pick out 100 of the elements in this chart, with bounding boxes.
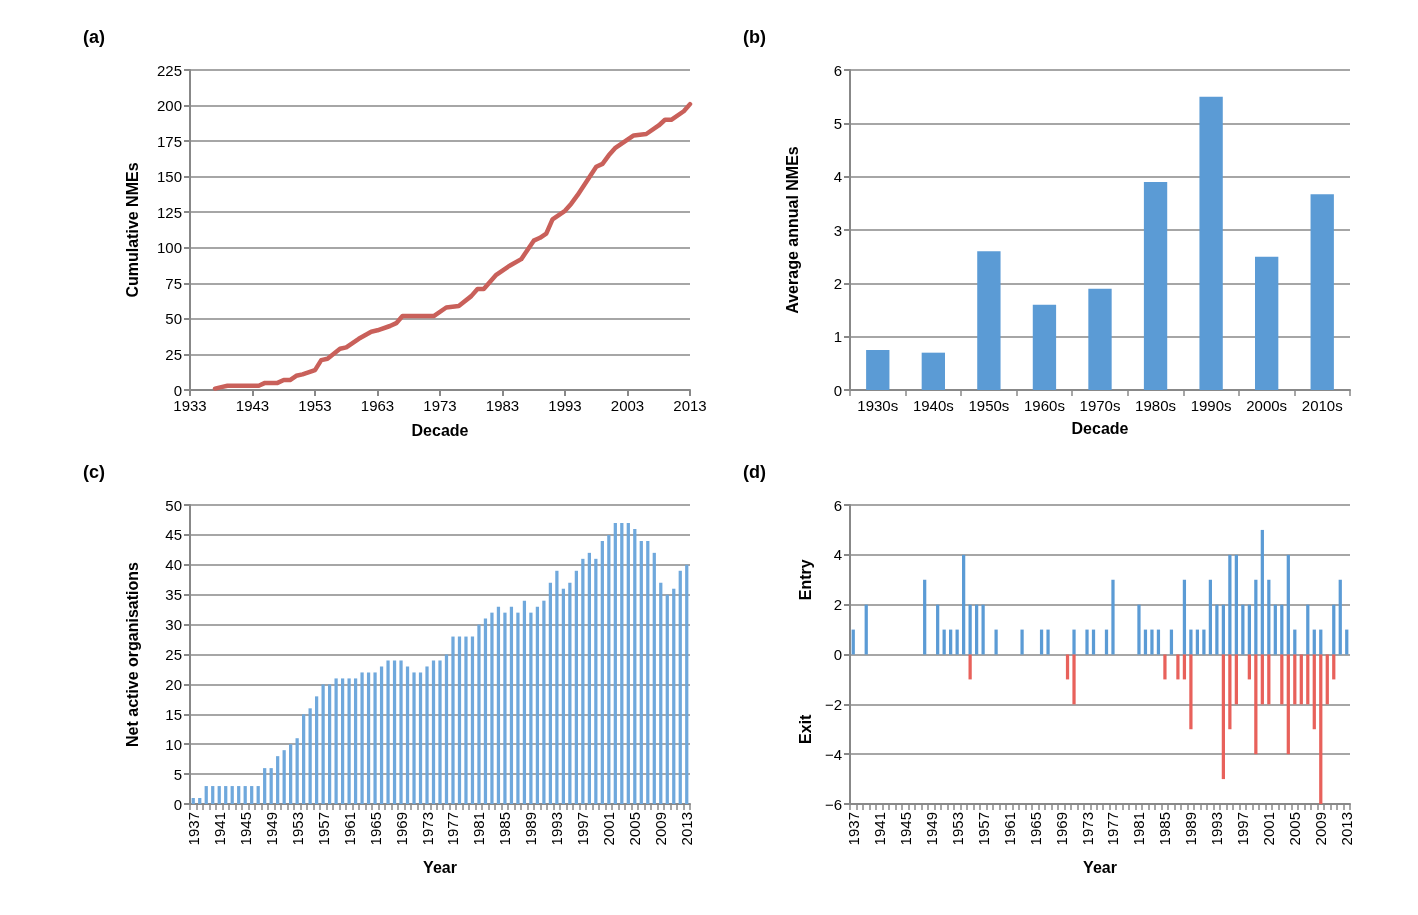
y-axis-title: Cumulative NMEs	[123, 162, 141, 298]
bar	[921, 352, 945, 390]
bar	[665, 594, 669, 804]
y-tick-label: 175	[156, 132, 182, 150]
bar	[490, 612, 494, 804]
bar	[1221, 654, 1225, 780]
bar	[1091, 629, 1096, 655]
y-axis-title: Net active organisations	[123, 561, 141, 747]
bar	[981, 604, 985, 655]
bar	[1312, 629, 1316, 655]
bar	[568, 582, 572, 804]
bar	[1072, 654, 1076, 705]
bar	[1137, 604, 1141, 655]
bar	[321, 684, 325, 804]
x-tick-label: 1973	[423, 397, 457, 414]
bar	[1254, 654, 1258, 755]
bar	[191, 798, 195, 804]
x-tick-label: 1957	[314, 812, 332, 846]
x-tick-label: 1963	[360, 397, 395, 414]
bar	[1247, 604, 1251, 655]
bar	[327, 684, 332, 804]
bar	[250, 786, 254, 804]
bar	[522, 600, 527, 804]
x-tick-label: 2010s	[1301, 397, 1343, 414]
bar	[1260, 654, 1264, 705]
bar	[600, 540, 604, 804]
y-tick-label: 2	[833, 274, 842, 292]
x-tick-label: 1989	[522, 812, 540, 846]
x-tick-label: 2001	[1260, 812, 1278, 846]
bar	[620, 522, 624, 804]
x-tick-label: 1953	[298, 397, 332, 414]
bar	[457, 636, 462, 804]
bar	[373, 672, 377, 804]
x-tick-label: 1941	[210, 812, 228, 846]
x-tick-label: 1940s	[912, 397, 954, 414]
y-tick-label: 6	[833, 496, 842, 514]
x-tick-label: 1969	[1052, 812, 1070, 846]
x-tick-label: 1945	[236, 812, 254, 846]
bar	[1241, 604, 1245, 655]
bar	[1189, 654, 1193, 730]
bar	[1286, 554, 1290, 655]
y-tick-label: 20	[165, 675, 182, 693]
bar	[923, 579, 927, 655]
bar	[1273, 604, 1277, 655]
bar	[1156, 629, 1161, 655]
bar	[464, 636, 468, 804]
x-tick-label: 1965	[366, 812, 384, 846]
y-tick-label: 40	[165, 556, 182, 574]
bar	[1085, 629, 1089, 655]
y-axis-title: Average annual NMEs	[783, 146, 801, 314]
bar	[392, 660, 397, 804]
x-tick-label: 1961	[340, 812, 358, 846]
bar	[1267, 579, 1271, 655]
x-tick-label: 1941	[870, 812, 888, 846]
chart-title: (c)	[83, 462, 105, 482]
bar	[1228, 554, 1232, 655]
y-tick-label: 125	[156, 203, 182, 221]
x-tick-label: 1970s	[1079, 397, 1121, 414]
bar	[639, 540, 643, 804]
x-tick-label: 1993	[1208, 812, 1226, 846]
bar	[1267, 654, 1271, 705]
bar	[626, 522, 630, 804]
y-tick-label: 50	[165, 310, 182, 328]
bar	[405, 666, 410, 804]
bar	[425, 666, 429, 804]
bar	[1345, 629, 1349, 655]
bar	[1032, 304, 1057, 390]
bar	[977, 251, 1001, 390]
x-axis-title: Decade	[1071, 419, 1129, 437]
x-tick-label: 1985	[1156, 812, 1174, 846]
bar	[438, 660, 442, 804]
bar	[659, 582, 663, 804]
bar	[1293, 654, 1297, 705]
bar	[561, 588, 565, 804]
y-tick-label: 6	[833, 61, 842, 79]
bar	[340, 678, 345, 804]
x-tick-label: 1949	[262, 812, 280, 846]
bar	[366, 672, 371, 804]
bar	[496, 606, 501, 804]
x-tick-label: 1933	[173, 397, 207, 414]
bar	[936, 604, 940, 655]
bar	[399, 660, 403, 804]
bar	[678, 570, 682, 804]
bar	[1189, 629, 1193, 655]
y-tick-label: 25	[165, 345, 182, 363]
y-tick-label: −4	[824, 745, 842, 763]
bar	[1169, 629, 1174, 655]
y-tick-label: −6	[824, 795, 842, 813]
bar	[444, 654, 449, 804]
bar	[451, 636, 455, 804]
bar	[477, 624, 481, 804]
x-tick-label: 1973	[1078, 812, 1096, 846]
x-tick-label: 1953	[948, 812, 966, 846]
x-axis-title: Year	[1083, 858, 1117, 876]
bar	[1195, 629, 1200, 655]
x-tick-label: 1937	[184, 812, 202, 846]
y-tick-label: 50	[165, 496, 182, 514]
bar	[652, 552, 656, 804]
x-tick-label: 1953	[288, 812, 306, 846]
x-tick-label: 2003	[610, 397, 645, 414]
